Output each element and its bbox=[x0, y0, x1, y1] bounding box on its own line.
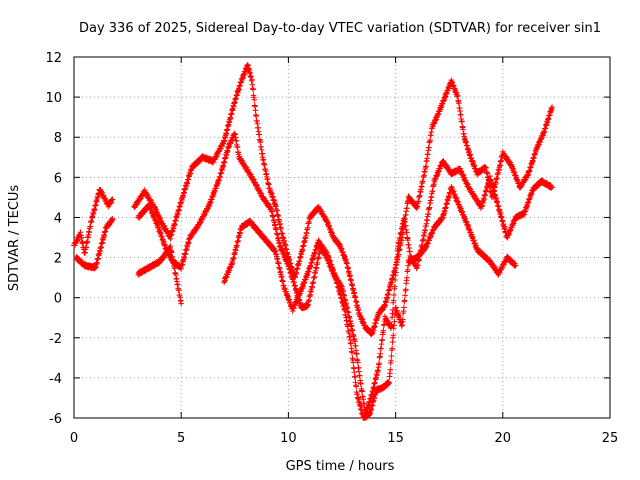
y-tick-label: -6 bbox=[49, 412, 62, 427]
plot-frame bbox=[73, 56, 611, 419]
data-point bbox=[549, 104, 555, 110]
y-tick-label: 6 bbox=[54, 171, 62, 186]
data-point bbox=[405, 262, 411, 269]
data-point bbox=[349, 349, 355, 356]
data-point bbox=[350, 359, 357, 366]
data-point bbox=[512, 262, 519, 269]
data-point bbox=[353, 351, 360, 357]
y-tick-label: -4 bbox=[49, 372, 62, 387]
data-point bbox=[426, 144, 432, 151]
y-tick-label: 4 bbox=[54, 211, 62, 226]
data-point bbox=[256, 131, 263, 138]
y-tick-label: 0 bbox=[54, 292, 62, 307]
data-point bbox=[234, 144, 241, 151]
data-point bbox=[251, 96, 258, 103]
data-point bbox=[353, 383, 360, 390]
x-tick-label: 0 bbox=[70, 431, 78, 446]
y-tick-label: 2 bbox=[54, 252, 62, 267]
data-point bbox=[352, 374, 358, 381]
data-point bbox=[404, 205, 410, 212]
data-point bbox=[390, 297, 397, 304]
data-point bbox=[394, 254, 400, 261]
axis-ticks bbox=[73, 56, 611, 419]
y-tick-label: -2 bbox=[49, 332, 62, 347]
data-point bbox=[390, 332, 397, 339]
data-point bbox=[380, 327, 387, 334]
data-point bbox=[389, 345, 395, 352]
y-tick-label: 10 bbox=[45, 91, 62, 106]
grid-lines bbox=[74, 57, 610, 418]
y-tick-label: 12 bbox=[45, 51, 62, 66]
data-point bbox=[388, 321, 395, 328]
data-point bbox=[356, 372, 363, 379]
x-tick-label: 20 bbox=[495, 431, 512, 446]
x-tick-label: 10 bbox=[280, 431, 297, 446]
data-point bbox=[249, 76, 255, 83]
y-tick-labels: -6 -4 -2 0 2 4 6 8 10 12 bbox=[45, 51, 62, 427]
data-point bbox=[178, 300, 184, 307]
data-point bbox=[427, 137, 433, 143]
y-tick-label: 8 bbox=[54, 131, 62, 146]
x-tick-labels: 0 5 10 15 20 25 bbox=[70, 431, 618, 446]
chart-title: Day 336 of 2025, Sidereal Day-to-day VTE… bbox=[79, 21, 601, 36]
data-point bbox=[401, 304, 407, 311]
x-axis-title: GPS time / hours bbox=[286, 459, 395, 474]
data-points bbox=[71, 62, 555, 421]
data-point bbox=[391, 292, 397, 298]
data-point bbox=[387, 367, 394, 373]
data-point bbox=[456, 100, 462, 106]
data-point bbox=[386, 380, 392, 387]
data-point bbox=[377, 350, 384, 357]
data-point bbox=[459, 118, 465, 125]
data-point bbox=[549, 184, 555, 191]
data-point bbox=[404, 274, 410, 281]
data-point bbox=[253, 113, 260, 119]
data-point bbox=[109, 216, 116, 223]
data-point bbox=[348, 340, 354, 347]
x-tick-label: 15 bbox=[387, 431, 404, 446]
data-point bbox=[388, 358, 394, 364]
data-point bbox=[359, 388, 365, 395]
data-point bbox=[401, 297, 408, 304]
data-point bbox=[391, 318, 398, 325]
data-point bbox=[109, 196, 116, 203]
data-point bbox=[403, 286, 409, 293]
data-point bbox=[376, 360, 383, 367]
data-point bbox=[379, 336, 386, 343]
data-point bbox=[388, 353, 395, 359]
y-axis-title: SDTVAR / TECUs bbox=[7, 185, 22, 292]
x-tick-label: 5 bbox=[177, 431, 185, 446]
x-tick-label: 25 bbox=[602, 431, 619, 446]
data-point bbox=[358, 381, 364, 387]
data-point bbox=[454, 92, 461, 99]
data-point bbox=[423, 163, 429, 169]
data-point bbox=[393, 269, 399, 276]
data-point bbox=[399, 316, 406, 323]
data-point bbox=[391, 283, 398, 290]
data-point bbox=[250, 86, 256, 93]
data-point bbox=[404, 229, 410, 236]
data-point bbox=[257, 139, 264, 145]
